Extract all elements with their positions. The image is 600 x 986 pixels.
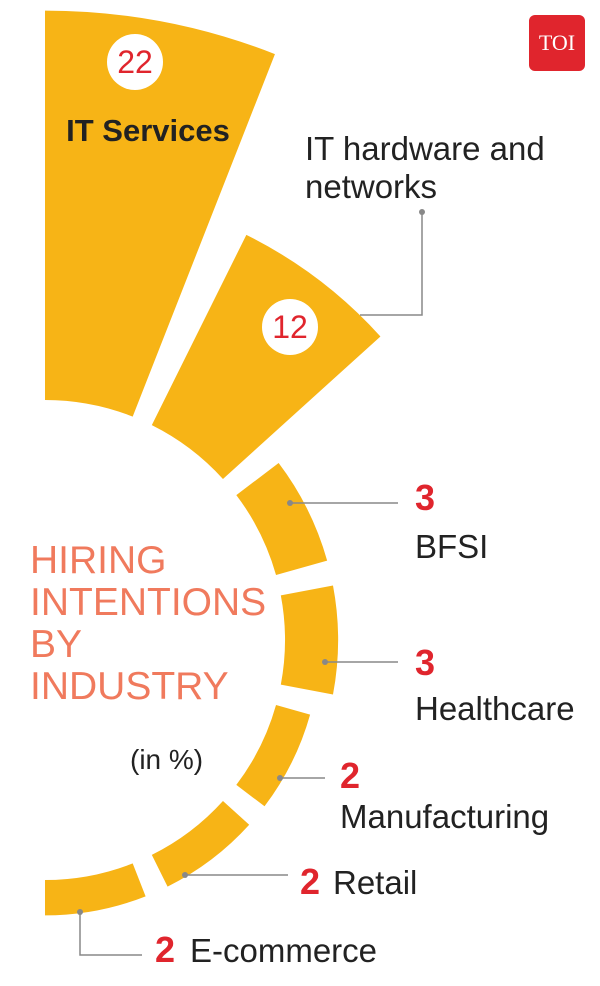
- category-label: E-commerce: [190, 932, 378, 969]
- category-label: IT hardware and networks: [305, 130, 545, 205]
- bar-segment: [236, 705, 311, 807]
- value-label: 2: [300, 861, 321, 902]
- category-label: Manufacturing: [340, 798, 550, 835]
- chart-subtitle: (in %): [130, 744, 204, 775]
- leader-line: [360, 212, 423, 316]
- bar-segment: [151, 234, 381, 479]
- bar-segment: [45, 10, 275, 417]
- category-label: Healthcare: [415, 690, 575, 727]
- value-label: 12: [272, 309, 308, 345]
- leader-dot: [77, 909, 83, 915]
- category-label: BFSI: [415, 528, 489, 565]
- category-label: IT Services: [66, 113, 230, 148]
- value-label: 22: [117, 44, 153, 80]
- value-label: 2: [155, 929, 176, 970]
- value-badge: [107, 34, 163, 90]
- value-label: 3: [415, 642, 436, 683]
- leader-dot: [322, 659, 328, 665]
- value-label: 2: [340, 755, 361, 796]
- bar-segment: [236, 463, 328, 575]
- value-label: 3: [415, 477, 436, 518]
- value-badge: [262, 299, 318, 355]
- leader-dot: [287, 500, 293, 506]
- leader-line: [79, 912, 142, 956]
- bar-segment: [151, 801, 250, 887]
- logo: TOI: [529, 15, 585, 71]
- leader-dot: [277, 775, 283, 781]
- leader-dot: [419, 209, 425, 215]
- bar-segment: [45, 863, 146, 916]
- chart-title: HIRING INTENTIONS BY INDUSTRY: [30, 539, 267, 708]
- category-label: Retail: [333, 864, 418, 901]
- leader-dot: [182, 872, 188, 878]
- bar-segment: [280, 585, 339, 695]
